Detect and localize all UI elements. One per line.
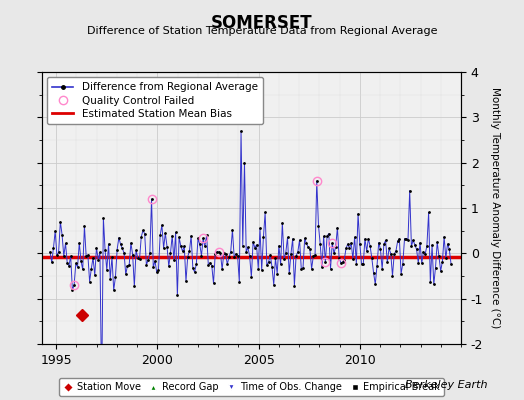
Text: SOMERSET: SOMERSET: [211, 14, 313, 32]
Text: Difference of Station Temperature Data from Regional Average: Difference of Station Temperature Data f…: [87, 26, 437, 36]
Legend: Station Move, Record Gap, Time of Obs. Change, Empirical Break: Station Move, Record Gap, Time of Obs. C…: [59, 378, 444, 396]
Text: Berkeley Earth: Berkeley Earth: [405, 380, 487, 390]
Y-axis label: Monthly Temperature Anomaly Difference (°C): Monthly Temperature Anomaly Difference (…: [490, 87, 500, 329]
